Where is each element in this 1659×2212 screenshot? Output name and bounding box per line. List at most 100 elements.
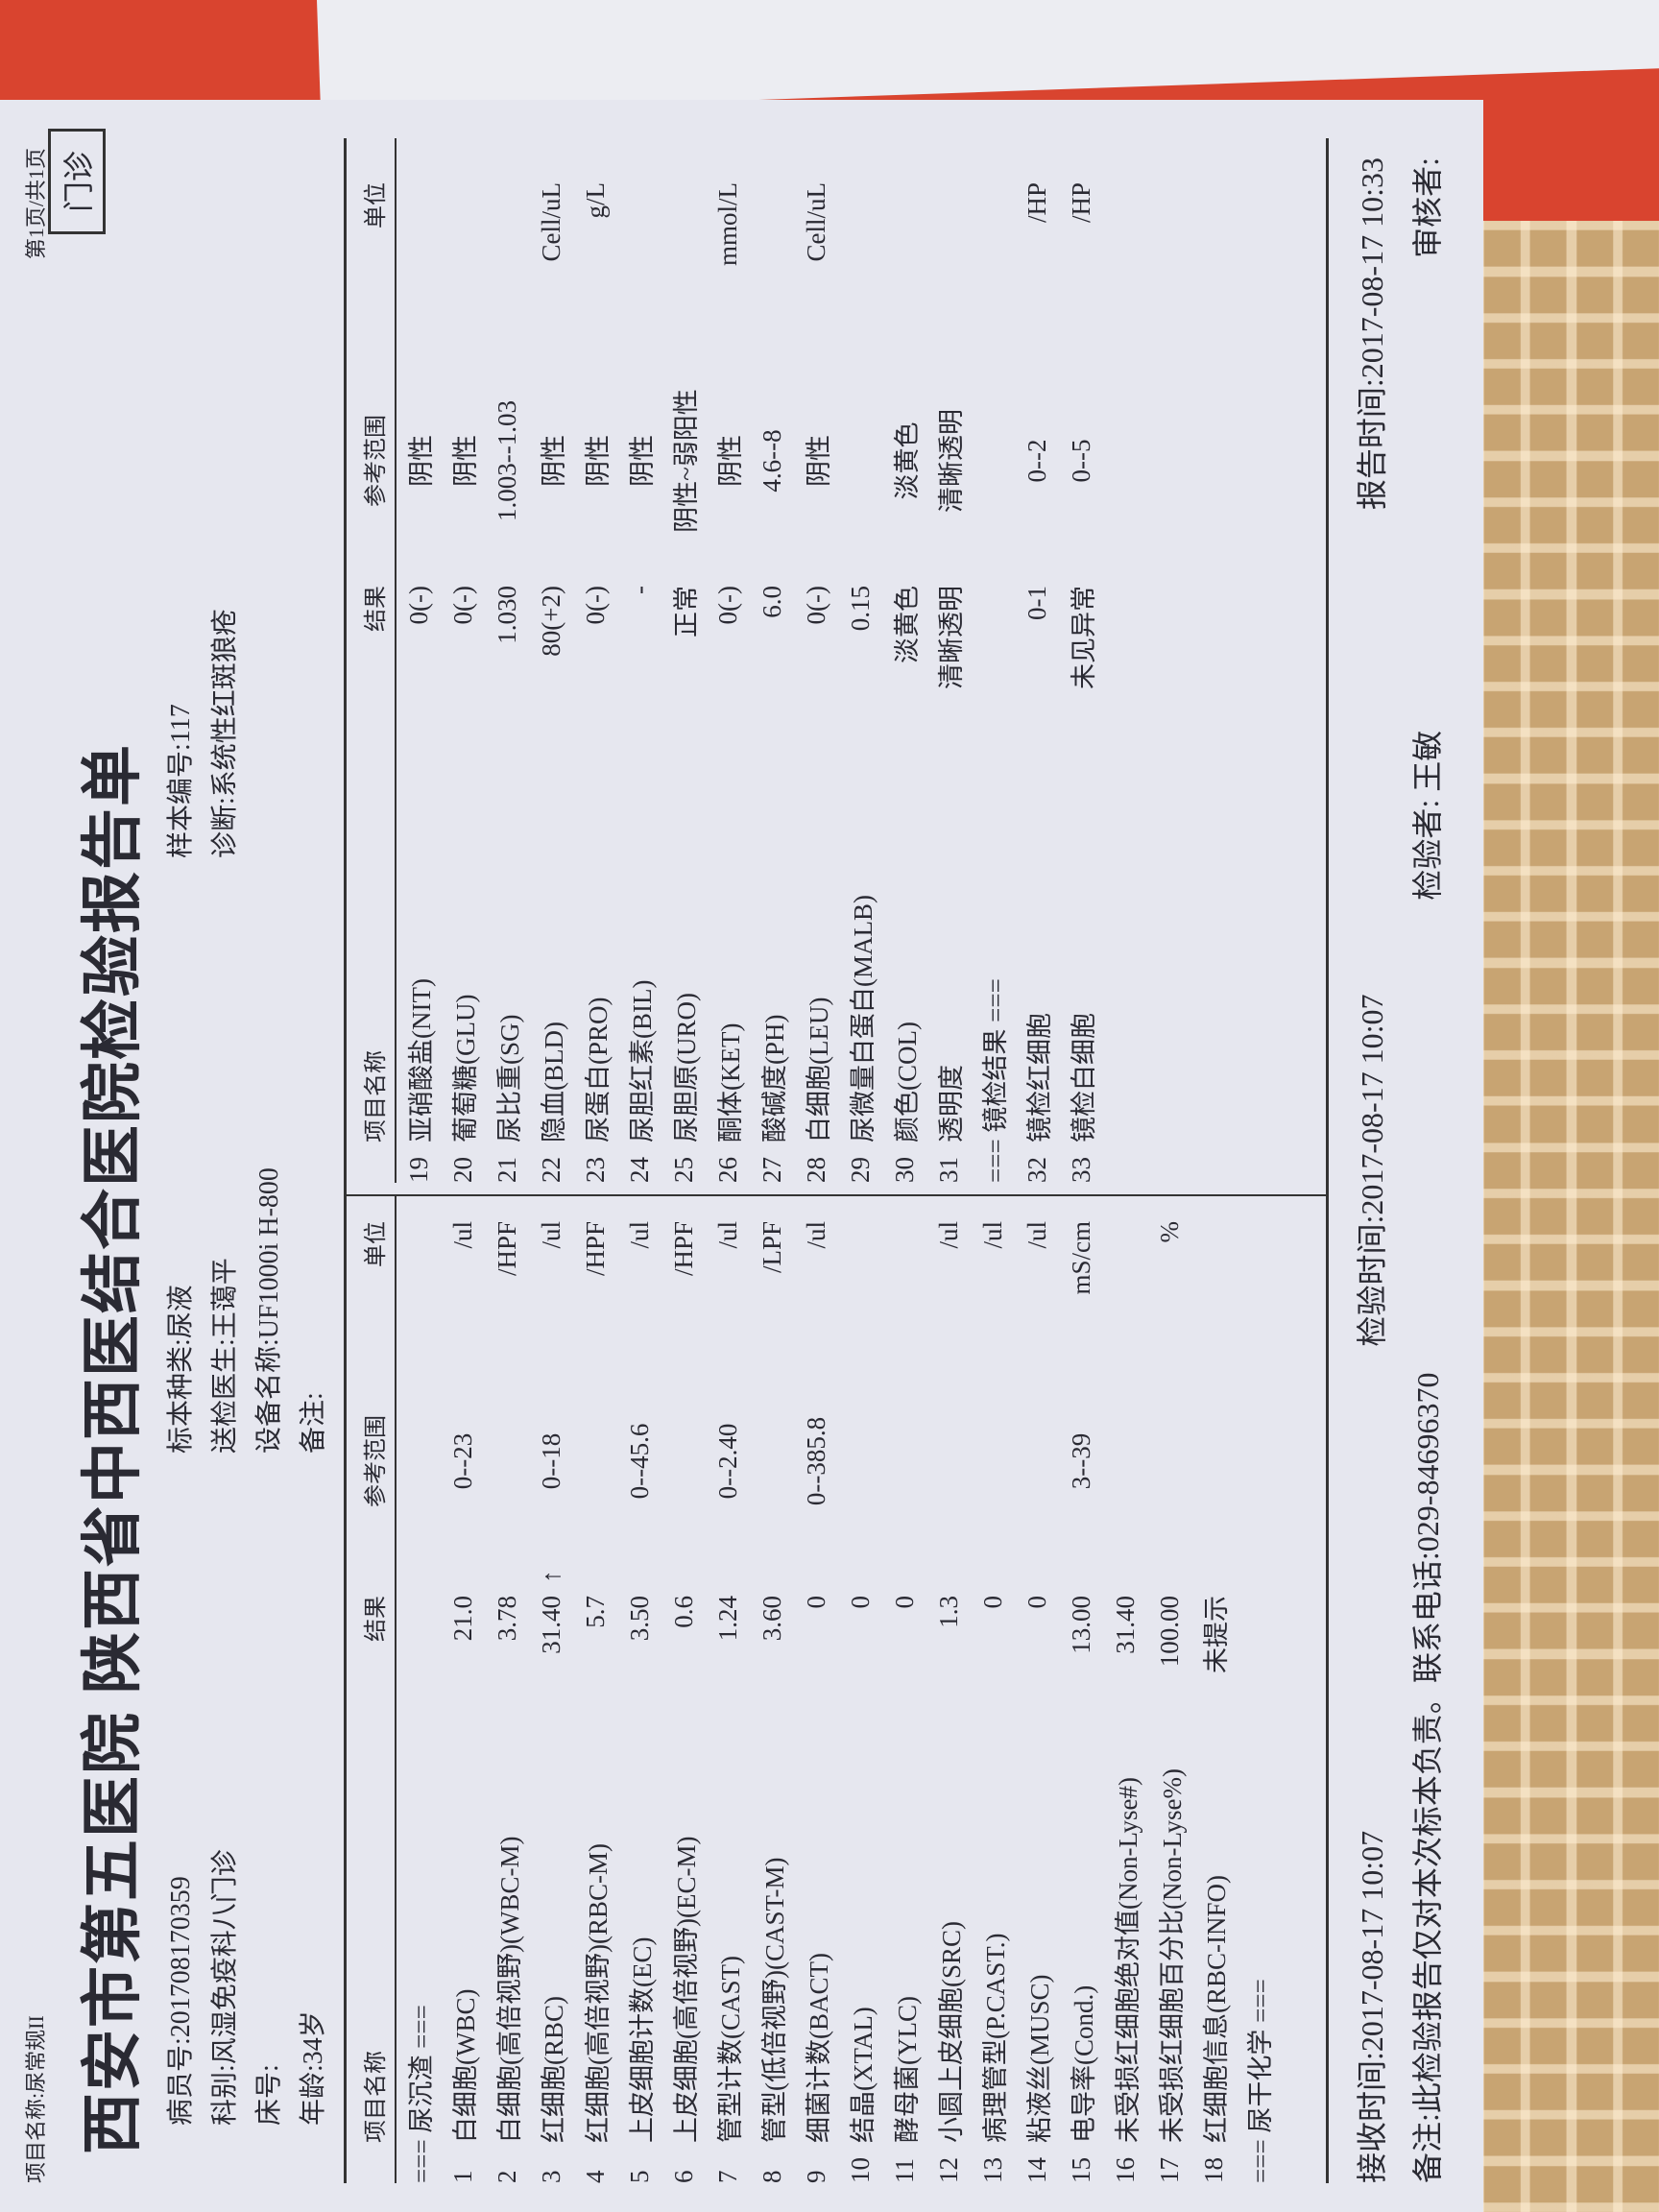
item-unit: /ul [447,1221,477,1249]
table-row: === 尿沉渣 === [397,1196,441,2183]
item-range: 0--385.8 [801,1416,830,1506]
item-name: 结晶(XTAL) [848,2007,878,2143]
table-row: 21 尿比重(SG) 1.030 1.003--1.03 [485,138,529,1183]
item-result: 0(-) [801,586,830,625]
item-number: 12 [933,2157,963,2183]
column-header: 单位 [363,1221,389,1267]
item-result: 0 [1022,1596,1051,1609]
report-title: 西安市第五医院 陕西省中西医结合医院检验报告单 [79,743,147,2154]
page-number: 第1页/共1页 [24,148,48,260]
item-range: 0--2.40 [712,1423,742,1500]
item-name: 镜检红细胞 [1024,1013,1054,1142]
top-line: 项目名称:尿常规II 第1页/共1页 [19,138,58,2183]
item-result: 0(-) [712,586,742,625]
table-row: 18 红细胞信息(RBC-INFO) 未提示 [1191,1196,1236,2183]
table-row: 32 镜检红细胞 0-1 0--2/HP [1015,138,1059,1183]
item-number: 29 [845,1157,875,1183]
item-result: 1.24 [712,1596,742,1642]
item-number: 26 [712,1157,742,1183]
info-field: 床号: [254,2064,284,2126]
item-range: 阴性~弱阳性 [671,389,701,533]
item-name: 粘液丝(MUSC) [1024,1974,1054,2143]
item-number: 27 [757,1157,786,1183]
item-result: 3.78 [492,1596,521,1642]
section-title: === 尿干化学 === [1245,1979,1275,2183]
item-unit: /HPF [580,1221,610,1277]
table-row: 10 结晶(XTAL) 0 [838,1196,882,2183]
top-note: 项目名称:尿常规II [24,2015,48,2183]
item-flag: ↑ [536,1570,565,1583]
item-result: 未见异常 [1069,586,1098,689]
table-row: === 镜检结果 === [971,138,1015,1183]
item-result: 21.0 [447,1596,477,1642]
table-row: 25 尿胆原(URO) 正常 阴性~弱阳性 [661,138,706,1183]
column-header: 项目名称 [363,1050,389,1142]
table-row: 5 上皮细胞计数(EC) 3.50 0--45.6/ul [617,1196,661,2183]
report-sheet: 项目名称:尿常规II 第1页/共1页 门诊 西安市第五医院 陕西省中西医结合医院… [0,100,1483,2212]
item-unit: mmol/L [712,182,742,266]
result-tables: 项目名称 结果 参考范围 单位 === 尿沉渣 === 1 白细胞(WBC) 21.0 0--2… [344,138,1329,2183]
footer: 接收时间:2017-08-17 10:07 检验时间:2017-08-17 10… [1342,138,1454,2183]
item-range: 阴性 [583,435,613,487]
item-unit: Cell/uL [801,182,830,262]
item-number: 23 [580,1157,610,1183]
item-number: 9 [801,2170,830,2184]
item-number: 20 [447,1157,477,1183]
column-header: 参考范围 [363,1415,389,1507]
item-range: 0--5 [1066,439,1095,483]
item-result: 0 [977,1596,1007,1609]
table-row: 6 上皮细胞(高倍视野)(EC-M) 0.6/HPF [661,1196,706,2183]
table-row: 24 尿胆红素(BIL) - 阴性 [617,138,661,1183]
item-number: 15 [1066,2157,1095,2183]
item-number: 28 [801,1157,830,1183]
item-name: 亚硝酸盐(NIT) [406,978,436,1142]
item-result: 未提示 [1201,1596,1231,1673]
item-result: 0-1 [1022,586,1051,620]
info-field: 科别:风湿免疫科八门诊 [210,1849,240,2126]
item-unit: /ul [977,1221,1007,1249]
item-number: 33 [1066,1157,1095,1183]
item-unit: /ul [933,1221,963,1249]
table-row: 13 病理管型(P.CAST.) 0/ul [971,1196,1015,2183]
item-range: 3--39 [1066,1432,1095,1490]
table-row: 2 白细胞(高倍视野)(WBC-M) 3.78/HPF [485,1196,529,2183]
item-unit: /LPF [757,1221,786,1274]
item-number: 3 [536,2170,565,2184]
item-number: 31 [933,1157,963,1183]
table-row: 12 小圆上皮细胞(SRC) 1.3/ul [926,1196,971,2183]
item-name: 上皮细胞计数(EC) [627,1936,657,2143]
item-name: 上皮细胞(高倍视野)(EC-M) [671,1836,701,2143]
item-result: 80(+2) [536,586,565,657]
info-field: 年龄:34岁 [299,2010,328,2126]
item-name: 尿微量白蛋白(MALB) [848,895,878,1142]
item-result: 6.0 [757,586,786,618]
item-name: 透明度 [936,1065,966,1142]
item-result: 正常 [671,586,701,637]
item-name: 未受损红细胞百分比(Non-Lyse%) [1157,1768,1187,2143]
table-row: 3 红细胞(RBC) 31.40 ↑ 0--18/ul [529,1196,573,2183]
item-unit: /ul [801,1221,830,1249]
footer-note: 备注:此检验报告仅对本次标本负责。联系电话:029-84696370 [1410,1372,1445,2183]
item-result: 清晰透明 [936,586,966,689]
info-field: 病员号:201708170359 [166,1876,196,2126]
item-range: 阴性 [715,435,745,487]
info-field: 标本种类:尿液 [166,1285,196,1454]
item-range: 阴性 [804,435,833,487]
item-number: 21 [492,1157,521,1183]
item-result: 5.7 [580,1596,610,1628]
table-row: 30 颜色(COL) 淡黄色 淡黄色 [882,138,926,1184]
item-name: 酸碱度(PH) [759,1014,789,1143]
item-number: 6 [668,2170,698,2184]
info-field: 样本编号:117 [166,704,196,858]
item-range: 清晰透明 [936,409,966,513]
left-table: 项目名称 结果 参考范围 单位 === 尿沉渣 === 1 白细胞(WBC) 21.0 0--2… [347,1194,1326,2183]
item-result: 0(-) [580,586,610,625]
item-number: 16 [1110,2157,1140,2183]
column-header: 项目名称 [363,2051,389,2143]
item-unit: % [1154,1221,1184,1243]
item-range: 1.003--1.03 [492,400,521,521]
item-result: 1.3 [933,1596,963,1628]
item-result: 1.030 [492,586,521,644]
table-row: 17 未受损红细胞百分比(Non-Lyse%) 100.00% [1147,1196,1191,2183]
table-header: 项目名称 结果 参考范围 单位 [350,1196,397,2183]
